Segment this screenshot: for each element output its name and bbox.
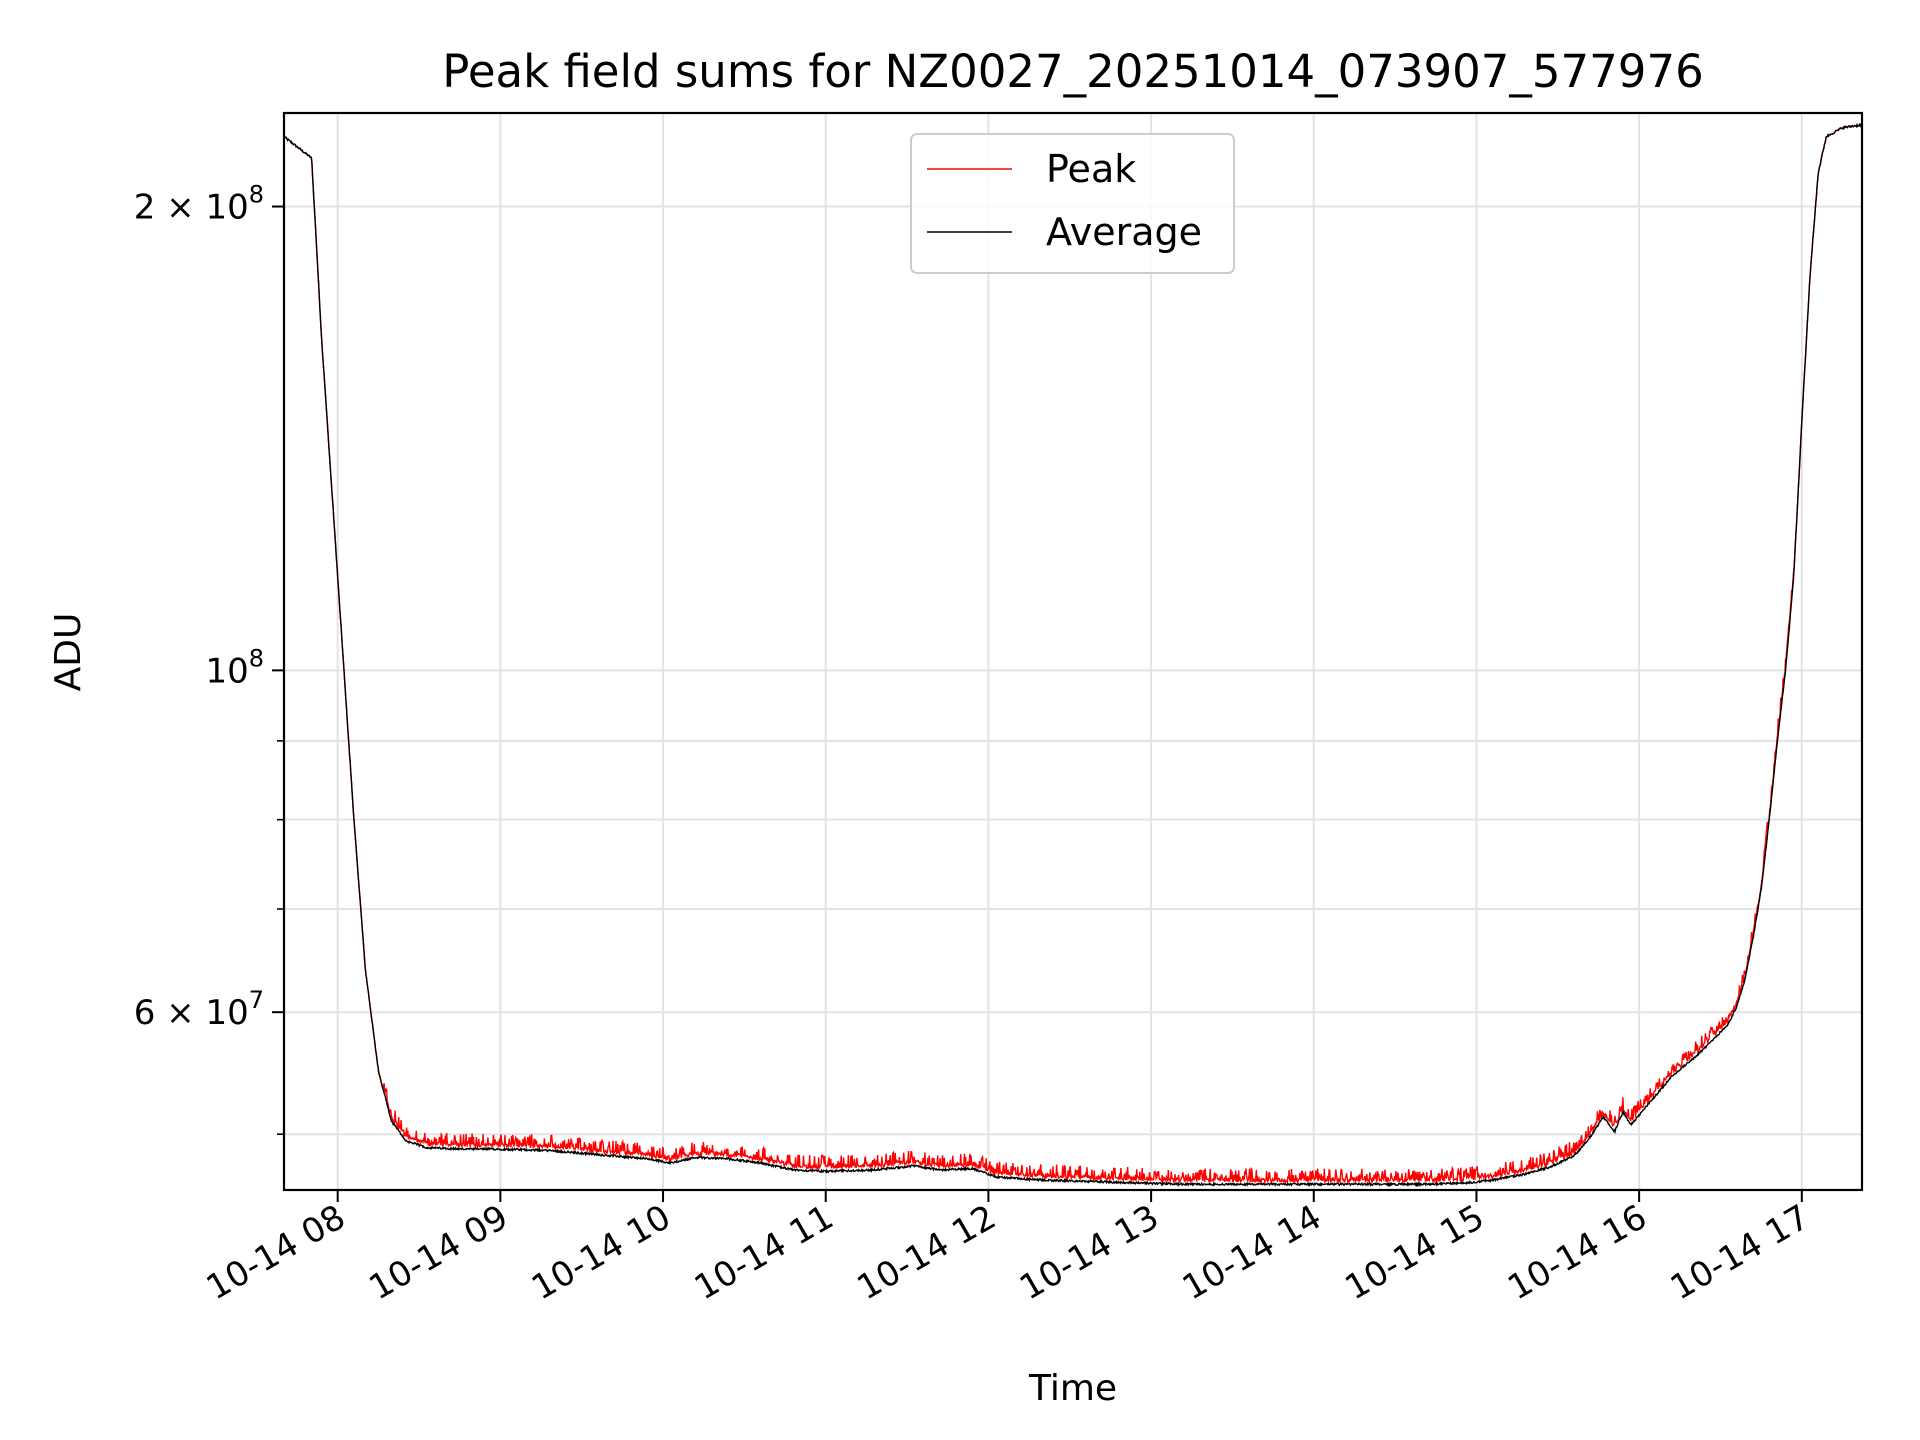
plot-frame <box>282 111 1864 1192</box>
plot-series <box>284 122 1862 1188</box>
average-series-line <box>284 122 1862 1188</box>
legend-average-label: Average <box>1046 210 1202 254</box>
legend-peak-label: Peak <box>1046 147 1136 191</box>
y-tick-label: 108 <box>205 644 264 691</box>
grid <box>284 113 1862 1190</box>
x-axis-label: Time <box>1028 1368 1117 1409</box>
chart-title: Peak field sums for NZ0027_20251014_0739… <box>442 45 1703 98</box>
y-axis-label: ADU <box>48 613 89 692</box>
series-clip-group <box>284 122 1862 1188</box>
peak-series-line <box>284 122 1862 1185</box>
legend: Peak Average <box>910 133 1235 274</box>
y-axis: 6 × 107 108 2 × 108 <box>134 181 284 1136</box>
y-tick-label: 2 × 108 <box>134 181 264 228</box>
y-tick-label: 6 × 107 <box>134 986 264 1033</box>
